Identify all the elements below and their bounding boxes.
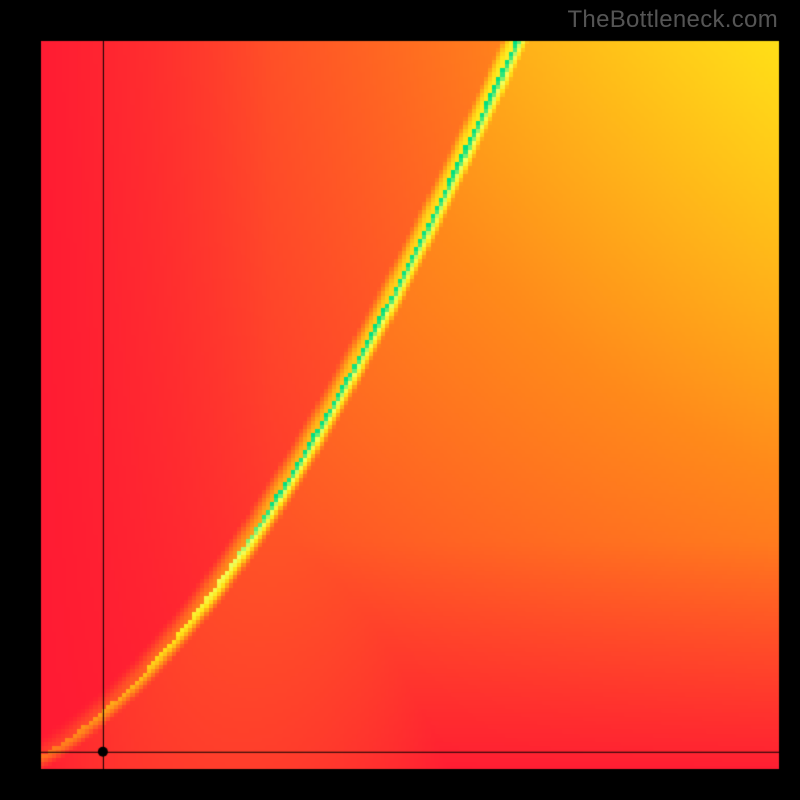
- bottleneck-heatmap-canvas: [0, 0, 800, 800]
- watermark-label: TheBottleneck.com: [567, 6, 778, 34]
- chart-container: TheBottleneck.com: [0, 0, 800, 800]
